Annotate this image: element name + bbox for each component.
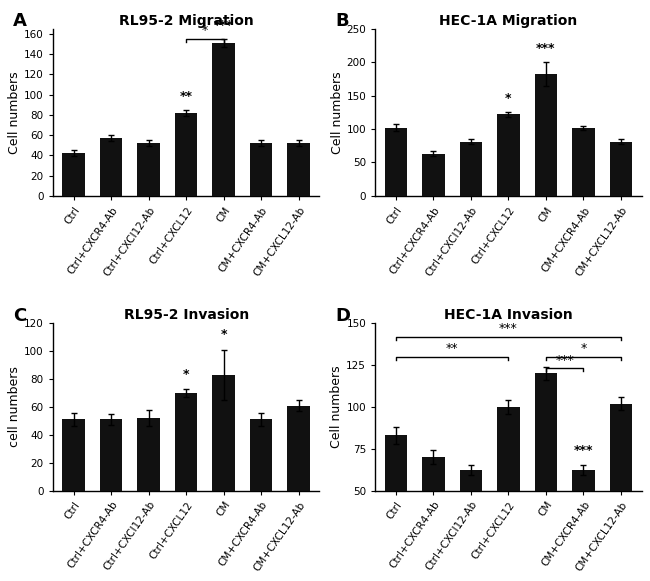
Text: ***: *** xyxy=(555,354,574,367)
Bar xyxy=(175,113,198,196)
Bar xyxy=(422,154,445,196)
Text: ***: *** xyxy=(574,444,593,457)
Bar xyxy=(250,419,272,490)
Text: **: ** xyxy=(446,342,458,356)
Title: HEC-1A Migration: HEC-1A Migration xyxy=(439,13,578,27)
Bar xyxy=(535,374,557,574)
Bar xyxy=(572,128,595,196)
Text: **: ** xyxy=(179,89,192,103)
Y-axis label: Cell numbers: Cell numbers xyxy=(331,71,344,153)
Text: *: * xyxy=(580,342,586,356)
Bar xyxy=(422,457,445,574)
Text: D: D xyxy=(335,307,350,325)
Bar xyxy=(100,419,122,490)
Bar xyxy=(137,143,160,196)
Bar xyxy=(572,471,595,574)
Bar xyxy=(175,393,198,490)
Text: C: C xyxy=(13,307,26,325)
Bar xyxy=(137,418,160,490)
Bar xyxy=(250,143,272,196)
Bar xyxy=(385,435,407,574)
Title: RL95-2 Invasion: RL95-2 Invasion xyxy=(124,308,249,322)
Bar xyxy=(535,74,557,196)
Y-axis label: cell numbers: cell numbers xyxy=(8,367,21,447)
Text: B: B xyxy=(335,12,349,30)
Text: ***: *** xyxy=(536,42,556,55)
Bar xyxy=(610,404,632,574)
Bar xyxy=(385,128,407,196)
Text: *: * xyxy=(202,24,208,37)
Bar xyxy=(610,142,632,196)
Text: ***: *** xyxy=(214,19,233,32)
Title: HEC-1A Invasion: HEC-1A Invasion xyxy=(444,308,573,322)
Text: A: A xyxy=(13,12,27,30)
Title: RL95-2 Migration: RL95-2 Migration xyxy=(119,13,254,27)
Bar xyxy=(287,406,310,490)
Bar xyxy=(287,143,310,196)
Text: *: * xyxy=(183,368,189,381)
Bar xyxy=(213,43,235,196)
Bar xyxy=(100,138,122,196)
Y-axis label: Cell numbers: Cell numbers xyxy=(8,71,21,153)
Bar xyxy=(460,142,482,196)
Bar xyxy=(62,153,84,196)
Text: *: * xyxy=(220,328,227,340)
Text: ***: *** xyxy=(499,322,518,335)
Bar xyxy=(460,471,482,574)
Bar xyxy=(62,419,84,490)
Bar xyxy=(497,114,520,196)
Y-axis label: Cell numbers: Cell numbers xyxy=(330,365,343,449)
Text: *: * xyxy=(505,92,512,105)
Bar xyxy=(497,407,520,574)
Bar xyxy=(213,375,235,490)
